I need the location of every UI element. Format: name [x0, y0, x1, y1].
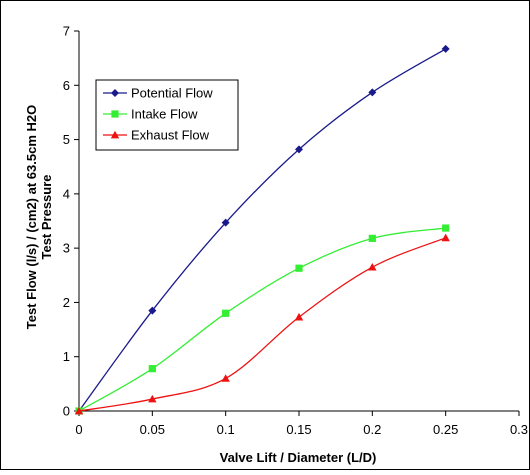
data-point-intake-flow — [295, 264, 303, 272]
x-tick-label: 0.25 — [433, 422, 458, 437]
data-point-potential-flow — [441, 44, 450, 53]
y-tick-label: 2 — [63, 295, 70, 310]
x-tick-label: 0.3 — [510, 422, 528, 437]
data-point-exhaust-flow — [368, 262, 377, 271]
y-tick-label: 3 — [63, 241, 70, 256]
legend-marker-intake-flow — [111, 110, 119, 118]
legend-label-potential-flow: Potential Flow — [131, 86, 213, 101]
data-point-intake-flow — [222, 309, 230, 317]
series-line-exhaust-flow — [78, 237, 446, 412]
legend-item-exhaust-flow: Exhaust Flow — [103, 128, 210, 143]
legend-label-intake-flow: Intake Flow — [131, 107, 198, 122]
y-axis-title-line-2: Test Pressure — [39, 174, 54, 259]
data-point-intake-flow — [148, 365, 156, 373]
legend-label-exhaust-flow: Exhaust Flow — [131, 128, 210, 143]
x-tick-label: 0.05 — [140, 422, 165, 437]
data-point-potential-flow — [295, 145, 303, 154]
series-layer — [74, 44, 450, 415]
x-tick-label: 0 — [75, 422, 82, 437]
legend: Potential Flow Intake Flow Exhaust Flow — [95, 79, 239, 151]
legend-item-potential-flow: Potential Flow — [103, 86, 213, 101]
x-tick-label: 0.15 — [286, 422, 311, 437]
y-axis-title-line-1: Test Flow (l/s) / (cm2) at 63.5cm H2O — [24, 105, 39, 329]
legend-marker-exhaust-flow — [110, 130, 120, 139]
legend-item-intake-flow: Intake Flow — [103, 107, 198, 122]
y-tick-label: 6 — [63, 78, 70, 93]
data-point-potential-flow — [368, 88, 377, 97]
series-line-potential-flow — [78, 48, 446, 412]
data-point-exhaust-flow — [441, 233, 450, 242]
data-point-exhaust-flow — [148, 394, 157, 403]
y-tick-label: 4 — [63, 186, 70, 201]
data-point-exhaust-flow — [294, 312, 304, 321]
legend-marker-potential-flow — [111, 89, 119, 97]
legend-box — [95, 79, 239, 151]
data-point-exhaust-flow — [221, 374, 230, 382]
data-point-intake-flow — [442, 224, 450, 232]
x-axis-title: Valve Lift / Diameter (L/D) — [220, 450, 377, 465]
data-point-exhaust-flow — [74, 406, 84, 415]
x-tick-label: 0.1 — [217, 422, 235, 437]
data-point-potential-flow — [221, 218, 230, 227]
data-point-intake-flow — [368, 234, 376, 242]
y-tick-label: 0 — [63, 404, 70, 419]
y-tick-label: 5 — [63, 132, 70, 147]
y-tick-label: 1 — [63, 349, 70, 364]
y-tick-label: 7 — [63, 24, 70, 39]
x-tick-label: 0.2 — [363, 422, 381, 437]
data-point-potential-flow — [148, 306, 157, 315]
series-exhaust-flow — [74, 233, 450, 415]
axes: 0 1 2 3 4 5 6 7 0 0.05 0.1 0.15 0.2 0.25 0.3 — [63, 24, 528, 438]
